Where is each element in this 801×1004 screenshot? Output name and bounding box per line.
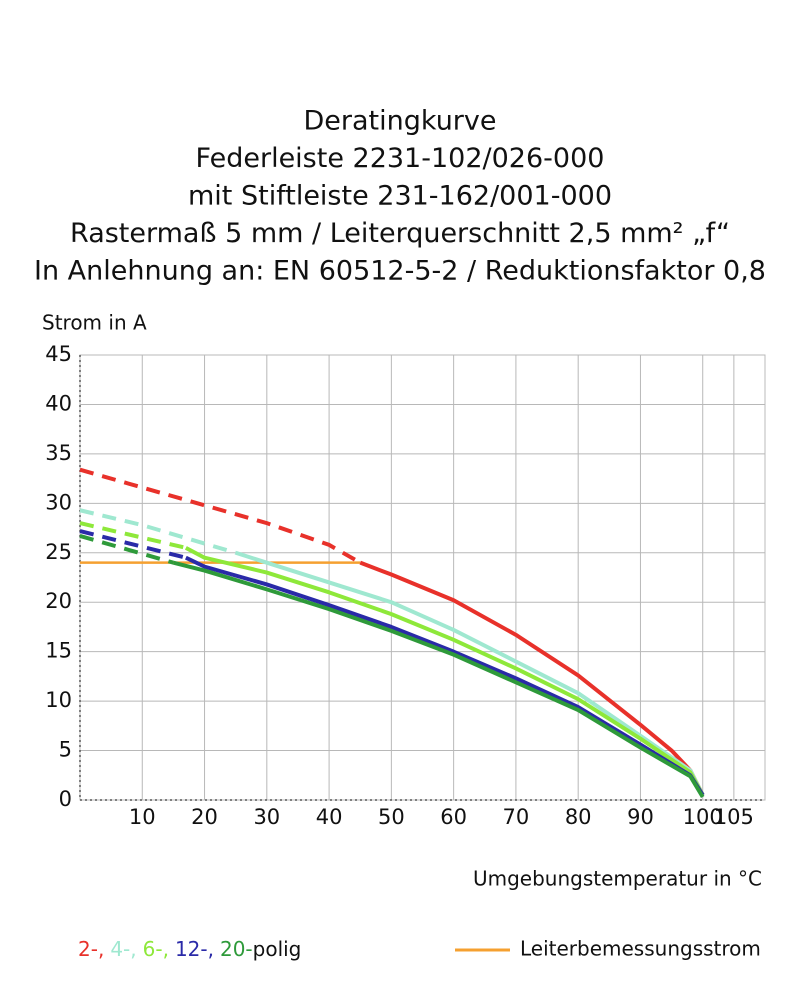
- dashed-line: [79, 534, 174, 565]
- title-line: In Anlehnung an: EN 60512-5-2 / Reduktio…: [34, 256, 766, 287]
- legend-suffix: polig: [253, 937, 302, 961]
- y-tick-label: 30: [45, 490, 72, 514]
- y-tick-label: 5: [59, 738, 72, 762]
- x-tick-label: 70: [503, 805, 530, 829]
- title-line: Federleiste 2231-102/026-000: [196, 143, 605, 174]
- y-tick-label: 20: [45, 589, 72, 613]
- title-line: Rastermaß 5 mm / Leiterquerschnitt 2,5 m…: [70, 218, 730, 249]
- x-tick-label: 10: [129, 805, 156, 829]
- x-tick-label: 50: [378, 805, 405, 829]
- x-tick-label: 90: [627, 805, 654, 829]
- y-tick-label: 0: [59, 787, 72, 811]
- line: [185, 555, 705, 797]
- legend-label: Leiterbemessungsstrom: [520, 937, 761, 961]
- x-axis-label: Umgebungstemperatur in °C: [473, 867, 762, 891]
- dashed-line: [79, 529, 187, 560]
- y-tick-label: 10: [45, 688, 72, 712]
- title-block: Deratingkurve Federleiste 2231-102/026-00…: [34, 106, 766, 287]
- x-tick-label: 105: [714, 805, 754, 829]
- y-tick-label: 40: [45, 391, 72, 415]
- line: [359, 560, 705, 796]
- dashed-line: [79, 467, 362, 565]
- line: [184, 546, 705, 797]
- x-tick-label: 30: [253, 805, 280, 829]
- line: [172, 560, 705, 799]
- x-tick-label: 80: [565, 805, 592, 829]
- dashed-line: [79, 521, 187, 550]
- y-tick-label: 35: [45, 441, 72, 465]
- y-axis-label: Strom in A: [42, 311, 147, 335]
- legend-entry: 4-,: [110, 937, 136, 961]
- y-tick-label: 45: [45, 342, 72, 366]
- line: [235, 550, 705, 796]
- legend: 2-, 4-, 6-, 12-, 20-polig: [78, 937, 301, 961]
- legend-entry: 6-,: [143, 937, 169, 961]
- x-tick-label: 40: [316, 805, 343, 829]
- y-tick-label: 25: [45, 540, 72, 564]
- legend-entry: 2-,: [78, 937, 104, 961]
- x-tick-label: 100: [683, 805, 723, 829]
- x-tick-label: 60: [440, 805, 467, 829]
- legend-entry: 12-,: [175, 937, 214, 961]
- title-line: Deratingkurve: [304, 106, 497, 137]
- dashed-line: [79, 508, 237, 555]
- x-tick-label: 20: [191, 805, 218, 829]
- y-tick-label: 15: [45, 639, 72, 663]
- title-line: mit Stiftleiste 231-162/001-000: [188, 181, 612, 212]
- plot-area: [79, 354, 766, 801]
- legend-entry: 20-: [220, 937, 253, 961]
